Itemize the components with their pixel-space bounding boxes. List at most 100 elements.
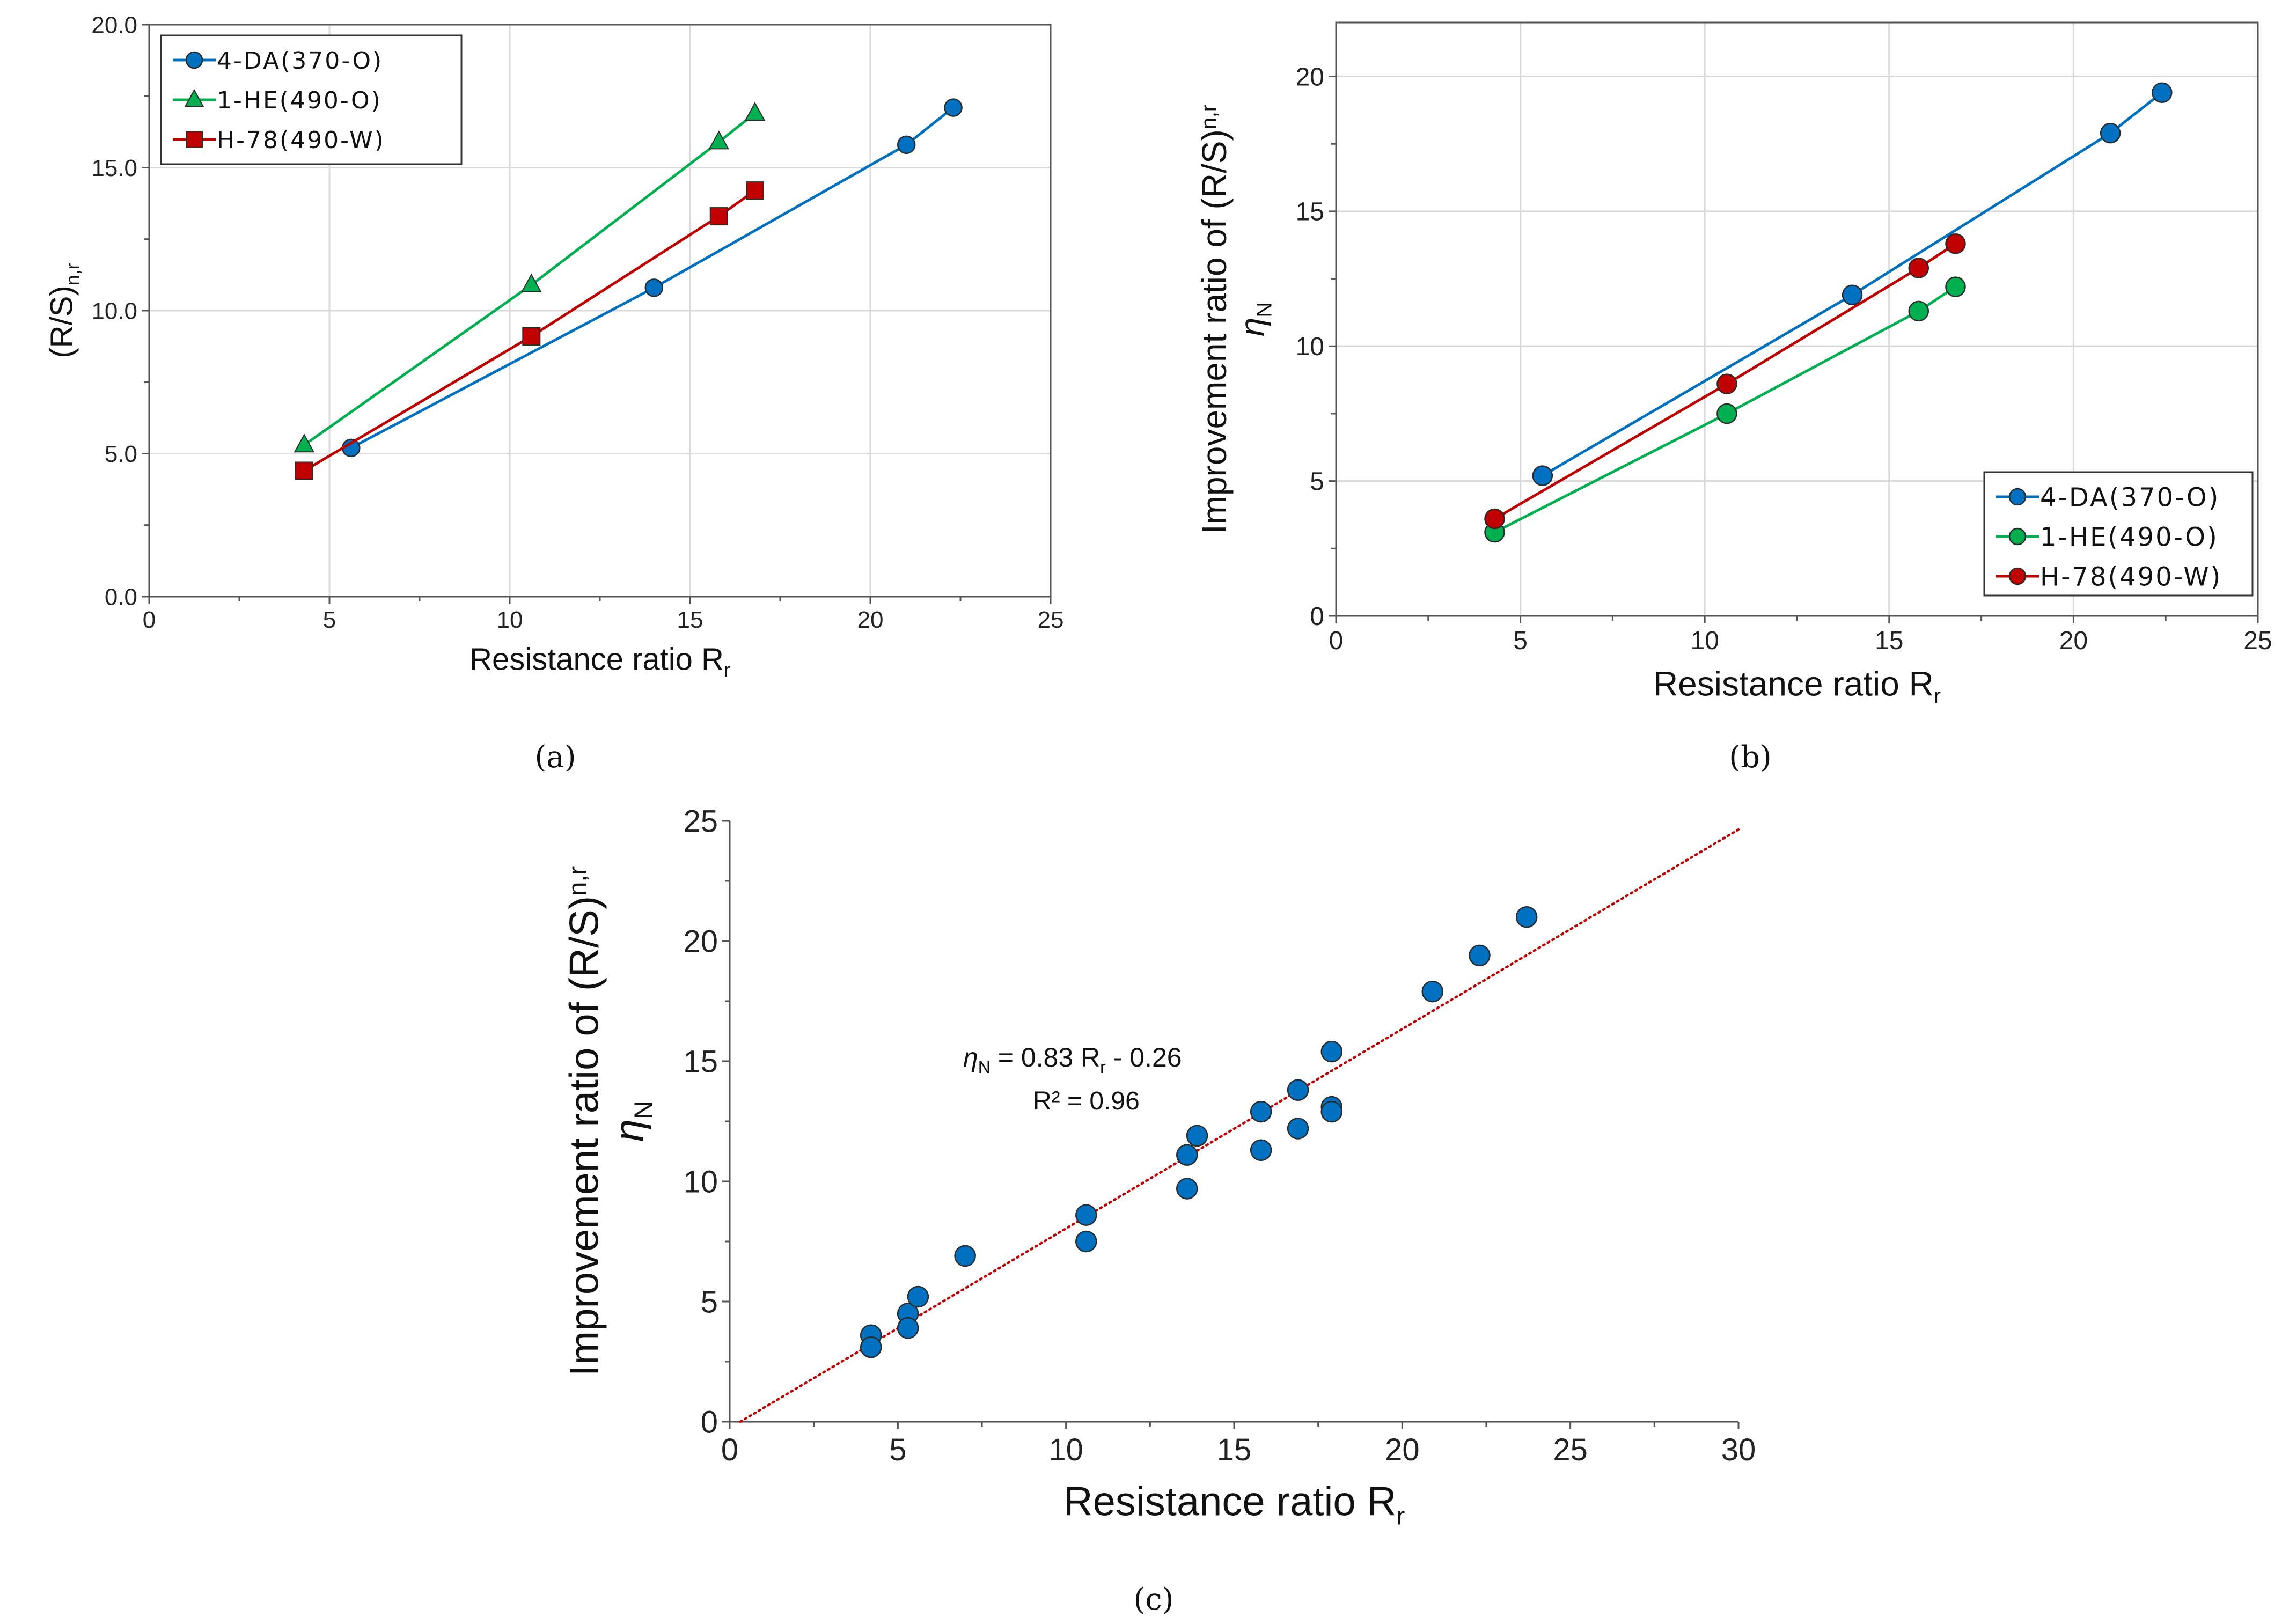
y-tick-label: 0: [1310, 602, 1324, 631]
data-point: [709, 207, 728, 226]
data-point: [1716, 373, 1737, 394]
data-point: [944, 98, 963, 117]
data-point: [1716, 403, 1737, 424]
data-point: [860, 1336, 882, 1358]
x-tick-label: 25: [1553, 1432, 1588, 1467]
data-point: [1287, 1079, 1309, 1101]
legend-label: H-78(490-W): [2040, 562, 2222, 592]
series-line: [303, 189, 756, 472]
series-2: [1484, 276, 1966, 543]
data-point: [1908, 258, 1929, 278]
panel-label: (b): [1729, 740, 1772, 775]
legend: 4-DA(370-O) 1-HE(490-O) H-78(490-W): [1983, 471, 2254, 597]
data-point: [295, 461, 313, 480]
y-tick-label: 20.0: [91, 12, 137, 38]
series-3: [295, 181, 764, 480]
x-tick-label: 15: [1875, 627, 1903, 655]
data-point: [1945, 233, 1966, 254]
data-point: [2152, 82, 2173, 103]
x-tick-label: 15: [1217, 1432, 1252, 1467]
x-tick-label: 25: [1038, 607, 1064, 633]
panel-b: 0 5 10 15 20 25 0 5 10 15 20 Resistance ratio Rr Imp…: [1195, 21, 2272, 775]
data-point: [1250, 1139, 1272, 1162]
legend-marker: [2008, 567, 2027, 585]
data-point: [521, 273, 542, 292]
y-tick-label: 25: [683, 804, 718, 839]
r-squared-label: R² = 0.96: [1033, 1087, 1140, 1115]
y-tick-label: 15: [683, 1044, 718, 1079]
data-point: [897, 1317, 919, 1339]
y-tick-label: 15: [1296, 198, 1324, 226]
data-point: [745, 181, 764, 200]
data-point: [1287, 1118, 1309, 1140]
legend-label: 1-HE(490-O): [2040, 522, 2219, 552]
x-tick-label: 15: [677, 607, 703, 633]
y-axis-title: Improvement ratio of (R/S)n,r: [562, 866, 607, 1376]
series-line: [1494, 243, 1956, 520]
y-tick-label: 20: [1296, 63, 1324, 91]
legend-marker: [2008, 527, 2027, 546]
x-tick-label: 30: [1721, 1432, 1756, 1467]
series-2: [294, 101, 766, 453]
y-tick-label: 10.0: [91, 298, 137, 324]
data-point: [2100, 122, 2121, 144]
y-tick-label: 5: [1310, 467, 1324, 496]
series-1: [1532, 82, 2173, 486]
series-line: [303, 112, 756, 446]
y-tick-label: 0: [701, 1405, 718, 1439]
y-tick-label: 5: [701, 1284, 718, 1319]
x-tick-label: 10: [1691, 627, 1719, 655]
series-line: [1542, 91, 2163, 477]
legend-marker: [2008, 488, 2027, 506]
x-tick-label: 5: [323, 607, 336, 633]
y-axis-title: Improvement ratio of (R/S)n,r: [1195, 105, 1234, 534]
data-point: [1842, 284, 1863, 306]
panel-c: 0 5 10 15 20 25 30 0 5 10 15 20 25 Resistance ratio R…: [562, 804, 1756, 1617]
data-point: [907, 1285, 929, 1308]
y-tick-label: 10: [683, 1164, 718, 1199]
x-tick-label: 5: [889, 1432, 906, 1467]
legend-label: 1-HE(490-O): [217, 87, 382, 114]
legend-marker: [186, 131, 203, 148]
y-axis-title: (R/S)n,r: [45, 263, 84, 358]
panel-label: (a): [534, 740, 576, 775]
trendline: [739, 828, 1740, 1423]
data-point: [1532, 465, 1553, 486]
data-point: [897, 135, 916, 155]
x-axis-title: Resistance ratio Rr: [1063, 1479, 1405, 1530]
data-point: [522, 327, 541, 346]
x-tick-label: 20: [857, 607, 884, 633]
trend-equation: ηN = 0.83 Rr - 0.26: [963, 1042, 1182, 1077]
panel-a: 0 5 10 15 20 25 0.0 5.0 10.0 15.0 20.0 Resistance r…: [45, 12, 1064, 775]
data-point: [644, 278, 664, 297]
x-tick-label: 25: [2243, 627, 2272, 655]
panel-label: (c): [1133, 1582, 1173, 1617]
x-tick-label: 0: [721, 1432, 738, 1467]
legend-marker: [185, 51, 203, 69]
data-point: [1908, 300, 1929, 322]
legend: 4-DA(370-O) 1-HE(490-O) H-78(490-W): [160, 34, 463, 165]
series-1: [342, 98, 963, 458]
legend-label: 4-DA(370-O): [2040, 482, 2220, 512]
y-tick-label: 15.0: [91, 155, 137, 181]
data-point: [708, 130, 730, 150]
legend-label: 4-DA(370-O): [217, 47, 383, 75]
data-point: [1075, 1204, 1097, 1226]
data-point: [1945, 276, 1966, 297]
y-axis-title-symbol: ηN: [606, 1101, 657, 1142]
y-tick-label: 0.0: [105, 584, 137, 610]
y-tick-label: 20: [683, 924, 718, 959]
data-point: [1176, 1178, 1198, 1200]
y-tick-label: 10: [1296, 333, 1324, 361]
legend-marker: [184, 89, 204, 107]
data-point: [1176, 1144, 1198, 1166]
data-point: [1421, 980, 1443, 1003]
data-point: [744, 101, 766, 121]
y-axis-title-symbol: ηN: [1233, 302, 1276, 336]
data-point: [1515, 906, 1538, 928]
x-axis-title: Resistance ratio Rr: [469, 642, 730, 681]
x-tick-label: 20: [1385, 1432, 1420, 1467]
x-tick-label: 5: [1513, 627, 1528, 655]
series-line: [350, 106, 955, 450]
